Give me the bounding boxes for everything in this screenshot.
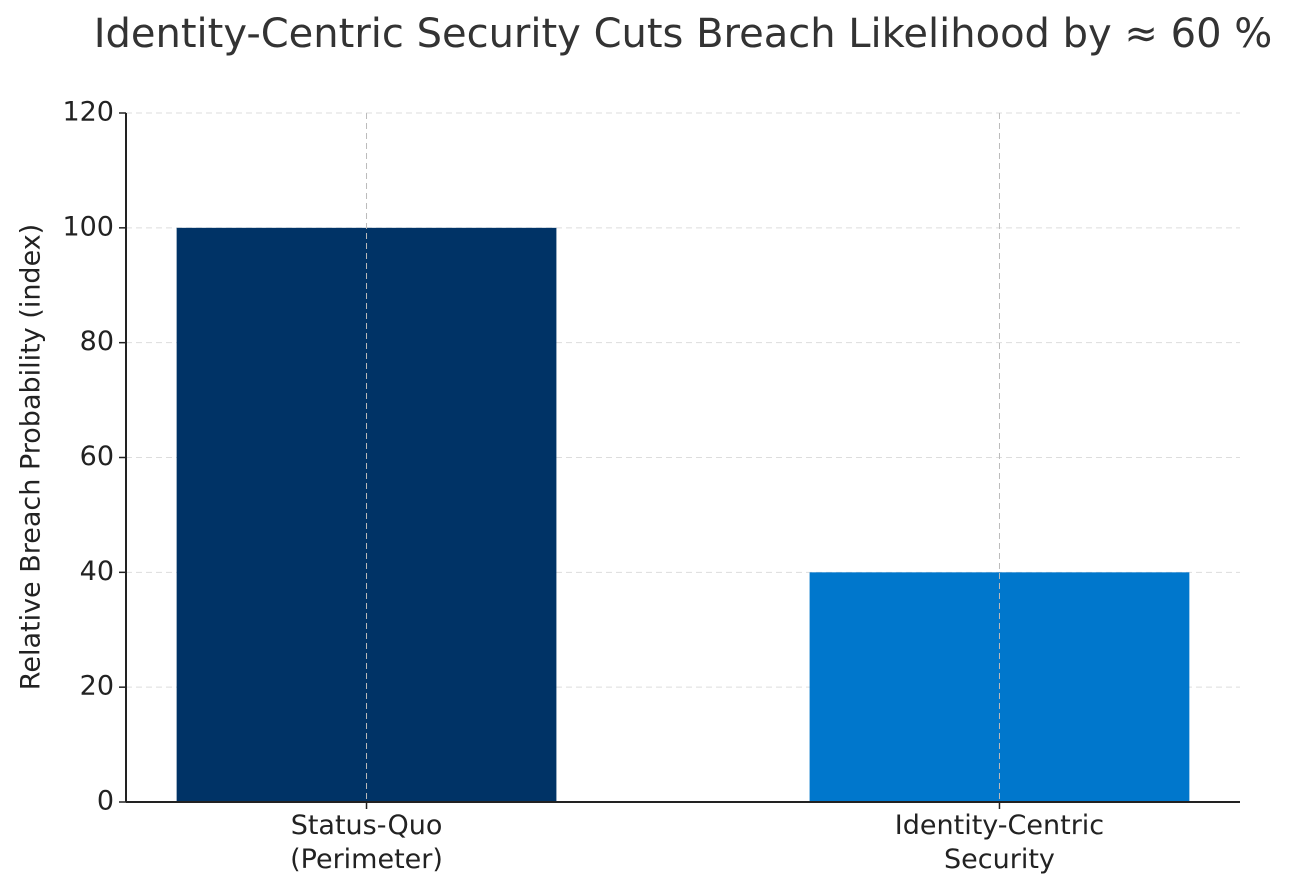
y-tick-label: 40 <box>80 556 114 587</box>
y-tick-label: 60 <box>80 441 114 472</box>
y-tick-label: 80 <box>80 326 114 357</box>
x-tick-label: Identity-Centric Security <box>894 810 1105 875</box>
x-tick-label: Status-Quo (Perimeter) <box>290 810 443 875</box>
y-tick-label: 0 <box>97 786 114 817</box>
y-tick-label: 100 <box>62 211 114 242</box>
y-axis-label: Relative Breach Probability (index) <box>16 224 47 690</box>
y-tick-label: 20 <box>80 671 114 702</box>
chart-title: Identity-Centric Security Cuts Breach Li… <box>94 11 1273 57</box>
y-tick-label: 120 <box>62 97 114 128</box>
